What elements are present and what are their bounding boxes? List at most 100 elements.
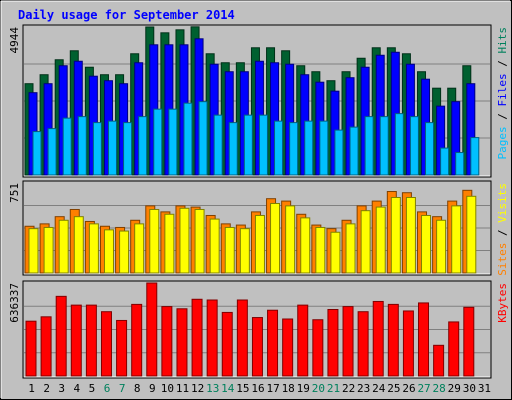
bar-kbytes-day-12 [191,298,203,377]
bar-kbytes-day-21 [327,309,339,377]
bar-kbytes-day-29 [448,321,460,377]
bar-pages-day-6 [107,120,117,176]
bar-pages-day-22 [349,126,359,176]
bar-kbytes-day-5 [85,304,97,377]
legend-kbytes: KBytes [496,283,509,323]
x-tick-day-21: 21 [327,382,340,395]
x-tick-day-12: 12 [191,382,204,395]
bar-pages-day-17 [274,120,284,176]
x-tick-day-16: 16 [251,382,264,395]
x-tick-day-9: 9 [149,382,156,395]
bar-pages-day-7 [123,122,133,176]
legend-entry: KBytes [496,283,509,323]
bar-pages-day-27 [425,122,435,176]
bar-kbytes-day-7 [116,319,128,377]
bar-pages-day-12 [198,101,208,176]
y-max-label: 751 [8,183,21,203]
chart-panels: 4944 Pages / Files / Hits 751 Sites / Visit… [8,24,509,379]
bar-pages-day-1 [32,131,42,176]
bar-sites-day-16 [254,214,265,274]
bar-kbytes-day-2 [40,316,52,377]
bar-sites-day-6 [103,229,114,274]
x-tick-day-7: 7 [119,382,126,395]
legend-entry: Files [496,73,509,106]
x-tick-day-11: 11 [176,382,189,395]
bar-pages-day-20 [319,120,329,176]
legend-entry: Visits [496,183,509,223]
bar-sites-day-3 [58,219,69,274]
series-pages [32,101,480,176]
bar-kbytes-day-11 [176,308,188,377]
bar-kbytes-day-4 [70,304,82,377]
panel-visits: 751 Sites / Visits [8,180,509,276]
bar-sites-day-1 [28,228,39,274]
x-tick-day-8: 8 [134,382,141,395]
x-tick-day-22: 22 [342,382,355,395]
chart-title: Daily usage for September 2014 [18,8,235,22]
series-sites [28,195,477,274]
bar-pages-day-13 [213,114,223,176]
bar-pages-day-18 [289,122,299,176]
bar-sites-day-12 [194,208,205,274]
bar-pages-day-3 [62,117,72,176]
bar-sites-day-28 [436,219,447,274]
bar-kbytes-day-13 [206,299,218,377]
legend-entry: / [496,223,509,243]
x-tick-day-19: 19 [297,382,310,395]
legend-hits: Pages / Files / Hits [496,27,509,160]
bar-kbytes-day-17 [267,309,279,377]
x-tick-day-27: 27 [417,382,430,395]
bar-kbytes-day-18 [282,318,294,377]
bar-sites-day-21 [330,231,341,274]
bar-sites-day-15 [239,228,250,274]
bar-sites-day-19 [300,217,311,274]
bar-kbytes-day-20 [312,319,324,377]
bar-pages-day-4 [77,116,87,176]
bar-pages-day-8 [138,116,148,176]
bar-kbytes-day-6 [100,311,112,377]
bar-pages-day-24 [379,116,389,176]
x-tick-day-1: 1 [28,382,35,395]
bar-kbytes-day-19 [297,304,309,377]
bar-pages-day-14 [228,122,238,176]
x-tick-day-30: 30 [463,382,476,395]
bar-sites-day-10 [164,213,175,274]
x-tick-day-3: 3 [58,382,65,395]
bar-kbytes-day-30 [463,306,475,377]
bar-sites-day-13 [209,218,220,274]
bar-kbytes-day-1 [25,320,37,377]
x-tick-day-5: 5 [89,382,96,395]
bar-pages-day-5 [92,122,102,176]
bar-kbytes-day-26 [402,310,414,377]
bar-pages-day-21 [334,129,344,176]
bar-sites-day-8 [134,223,145,274]
x-tick-day-6: 6 [104,382,111,395]
bar-kbytes-day-10 [161,306,173,377]
bar-pages-day-29 [455,152,465,176]
legend-visits: Sites / Visits [496,183,509,276]
x-tick-day-26: 26 [402,382,415,395]
bar-pages-day-10 [168,108,178,176]
bar-pages-day-28 [440,147,450,176]
legend-entry: / [496,107,509,127]
bar-kbytes-day-16 [251,317,263,377]
bar-sites-day-7 [119,230,130,274]
bar-kbytes-day-8 [131,303,143,377]
legend-entry: / [496,54,509,74]
bar-pages-day-15 [243,114,253,176]
legend-entry: Sites [496,243,509,276]
bar-pages-day-2 [47,128,57,176]
bar-kbytes-day-24 [372,300,384,377]
bar-kbytes-day-23 [357,311,369,377]
x-tick-day-31: 31 [478,382,491,395]
x-tick-day-10: 10 [161,382,174,395]
bar-sites-day-20 [315,226,326,274]
x-tick-day-29: 29 [448,382,461,395]
x-tick-day-18: 18 [282,382,295,395]
x-tick-day-20: 20 [312,382,325,395]
x-axis: 1 2 3 4 5 6 7 8 9 10 11 12 13 14 15 16 17 18 19 20 21 22 23 24 2… [28,382,491,395]
x-tick-day-15: 15 [236,382,249,395]
bar-sites-day-14 [224,226,235,274]
bar-kbytes-day-9 [146,282,158,377]
